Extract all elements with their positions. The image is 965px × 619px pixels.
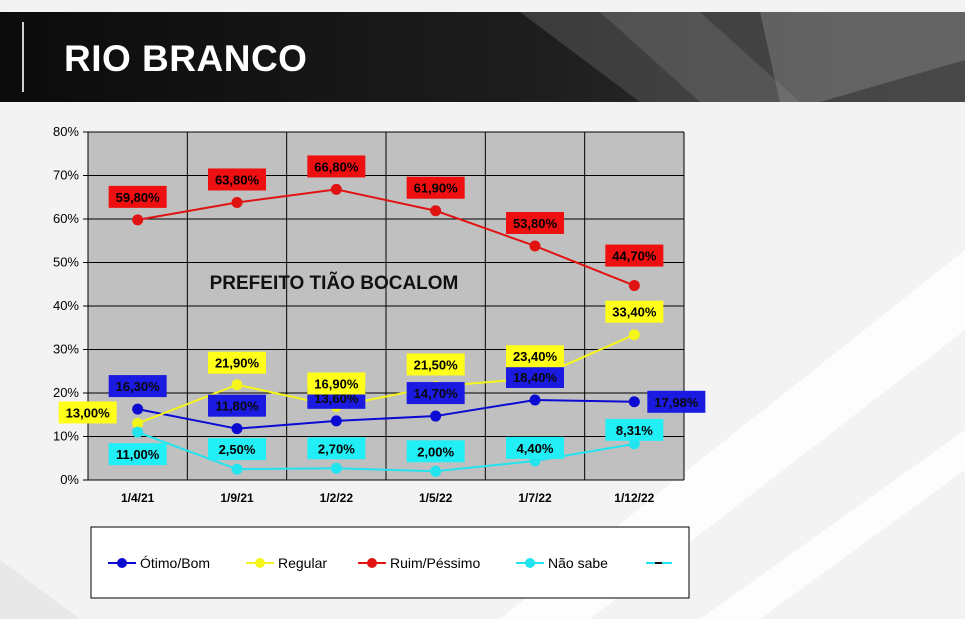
data-point	[628, 329, 640, 341]
data-label-box	[307, 155, 366, 178]
data-label-box	[307, 437, 366, 460]
data-label: 14,70%	[414, 386, 459, 401]
data-label-box	[208, 168, 266, 191]
data-point	[330, 183, 342, 195]
legend-label: Regular	[278, 555, 327, 571]
legend-marker	[117, 558, 127, 568]
legend-label: Ruim/Péssimo	[390, 555, 480, 571]
legend-label: Ótimo/Bom	[140, 555, 210, 571]
data-label: 16,90%	[314, 376, 359, 391]
data-label-box	[108, 375, 167, 398]
data-point	[529, 240, 541, 252]
data-point	[231, 196, 243, 208]
y-tick-label: 30%	[53, 342, 79, 357]
data-label: 23,40%	[513, 349, 558, 364]
data-label-box	[108, 185, 167, 208]
data-label-box	[605, 244, 664, 267]
data-label-box	[208, 394, 266, 417]
legend-marker	[525, 558, 535, 568]
x-tick-label: 1/5/22	[419, 491, 453, 505]
x-tick-label: 1/9/21	[220, 491, 254, 505]
data-label: 4,40%	[517, 441, 554, 456]
data-label-box	[208, 351, 266, 374]
data-point	[430, 205, 442, 217]
data-label: 16,30%	[116, 379, 161, 394]
data-label: 17,98%	[654, 395, 699, 410]
data-label: 21,90%	[215, 356, 260, 371]
data-point	[132, 403, 144, 415]
data-point	[628, 438, 640, 450]
data-label-box	[208, 438, 266, 461]
data-label: 63,80%	[215, 172, 260, 187]
data-label-box	[605, 418, 664, 441]
data-point	[430, 465, 442, 477]
data-label: 44,70%	[612, 249, 657, 264]
x-tick-label: 1/4/21	[121, 491, 155, 505]
data-label: 66,80%	[314, 159, 359, 174]
data-point	[430, 410, 442, 422]
y-tick-label: 60%	[53, 211, 79, 226]
data-label-box	[506, 211, 564, 234]
data-label: 18,40%	[513, 370, 558, 385]
data-point	[132, 426, 144, 438]
data-point	[529, 394, 541, 406]
y-tick-label: 10%	[53, 429, 79, 444]
data-label: 13,00%	[66, 405, 111, 420]
data-point	[628, 280, 640, 292]
data-label: 59,80%	[116, 190, 161, 205]
x-tick-label: 1/12/22	[614, 491, 654, 505]
y-tick-label: 50%	[53, 255, 79, 270]
page-title: RIO BRANCO	[64, 38, 308, 79]
data-point	[231, 379, 243, 391]
data-label-box	[406, 353, 465, 376]
data-label: 2,50%	[219, 442, 256, 457]
data-label-box	[307, 372, 366, 395]
series-line	[137, 398, 635, 430]
series-line	[137, 188, 635, 287]
data-label-box	[647, 390, 706, 413]
x-tick-label: 1/2/22	[320, 491, 354, 505]
data-label: 21,50%	[414, 357, 459, 372]
legend-label: Não sabe	[548, 555, 608, 571]
data-point	[132, 417, 144, 429]
data-label: 8,31%	[616, 423, 653, 438]
data-label: 33,40%	[612, 305, 657, 320]
data-label-box	[58, 401, 117, 424]
data-label-box	[506, 436, 564, 459]
chart-annotation: PREFEITO TIÃO BOCALOM	[210, 272, 459, 294]
y-tick-label: 80%	[53, 124, 79, 139]
legend-marker	[255, 558, 265, 568]
data-point	[231, 423, 243, 435]
legend-marker	[367, 558, 377, 568]
data-point	[132, 214, 144, 226]
data-label: 2,70%	[318, 441, 355, 456]
data-label: 61,90%	[414, 181, 459, 196]
data-label-box	[406, 176, 465, 199]
data-label: 11,80%	[215, 399, 259, 414]
y-tick-label: 40%	[53, 298, 79, 313]
legend-box	[90, 526, 690, 599]
data-point	[330, 415, 342, 427]
data-label-box	[506, 365, 564, 388]
y-tick-label: 0%	[60, 472, 79, 487]
header-accent-bar	[22, 22, 24, 92]
x-tick-label: 1/7/22	[518, 491, 552, 505]
y-tick-label: 20%	[53, 385, 79, 400]
data-label: 13,60%	[314, 391, 359, 406]
data-label-box	[406, 382, 465, 405]
data-label-box	[108, 443, 167, 466]
data-label: 2,00%	[417, 444, 454, 459]
y-tick-label: 70%	[53, 168, 79, 183]
data-label-box	[605, 300, 664, 323]
data-point	[330, 462, 342, 474]
data-point	[231, 463, 243, 475]
data-point	[628, 396, 640, 408]
data-label: 11,00%	[116, 447, 160, 462]
data-label-box	[506, 345, 564, 368]
data-label-box	[406, 440, 465, 463]
data-label: 53,80%	[513, 216, 558, 231]
